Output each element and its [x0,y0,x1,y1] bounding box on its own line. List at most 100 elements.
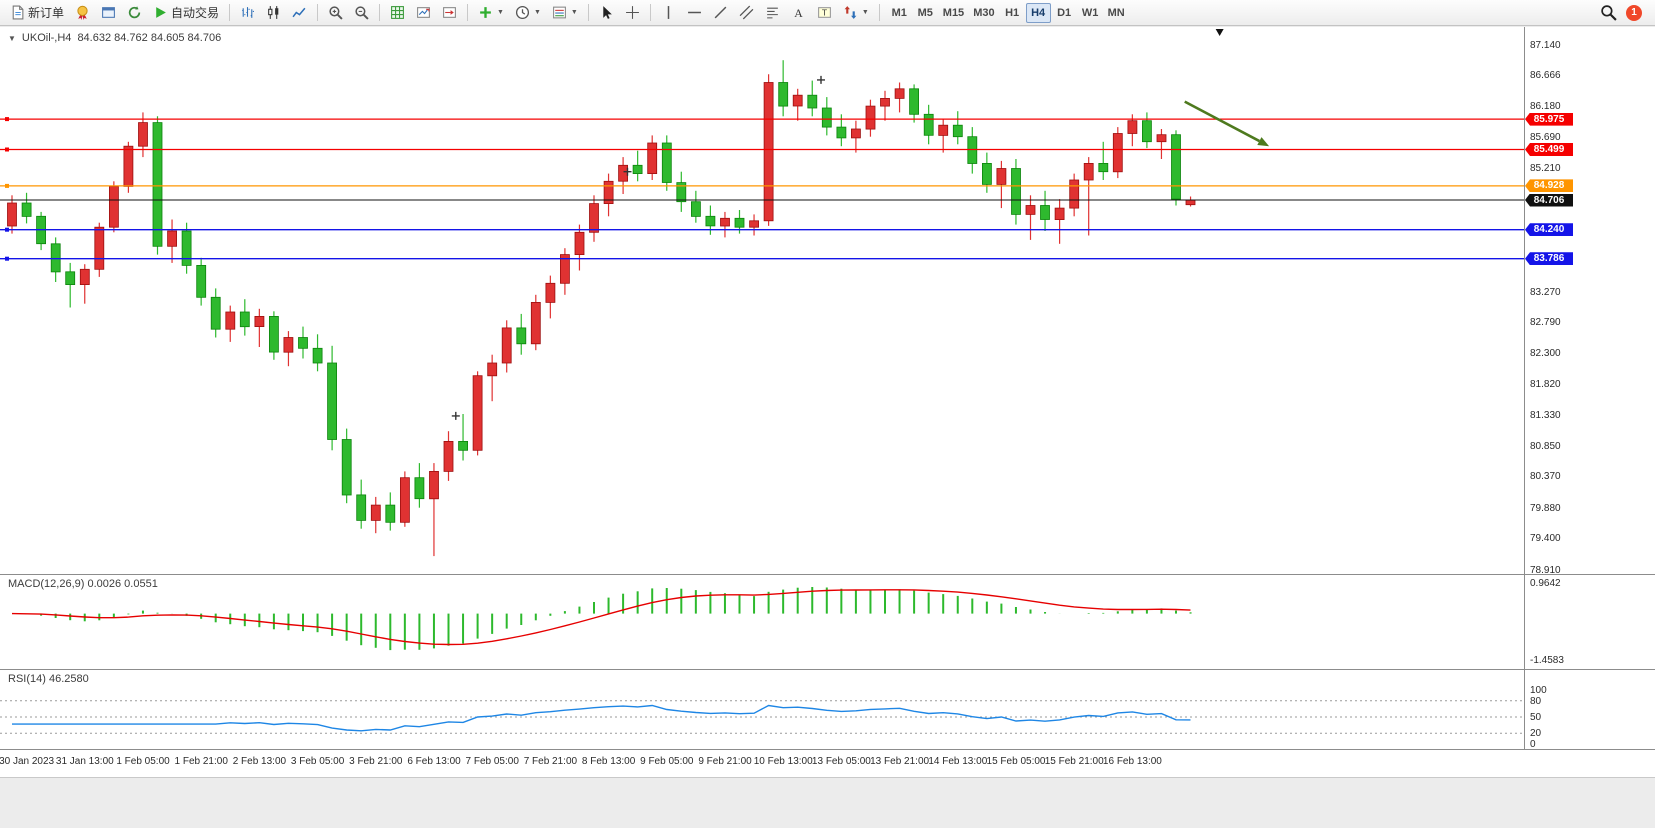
price-tick-label: 86.666 [1530,70,1561,82]
rsi-name: RSI(14) [8,673,46,685]
window-bottom-separator [0,777,1655,778]
chart-shift-icon [416,5,431,20]
time-axis-label: 16 Feb 13:00 [1102,756,1162,767]
zoom-out-icon [354,5,369,20]
rsi-scale-label: 20 [1530,728,1542,740]
rsi-scale-label: 80 [1530,695,1542,707]
price-tick-label: 79.400 [1530,533,1561,545]
time-axis-label: 8 Feb 13:00 [581,756,636,767]
horizontal-line-button[interactable] [682,2,707,24]
price-tick-label: 80.850 [1530,440,1561,452]
timeframe-d1-button[interactable]: D1 [1052,3,1077,23]
new-order-icon [10,5,25,20]
charts-button[interactable] [70,2,95,24]
add-indicator-button[interactable]: ▼ [473,2,509,24]
price-tick-label: 87.140 [1530,39,1561,51]
time-axis-label: 7 Feb 21:00 [523,756,578,767]
price-tick-label: 82.300 [1530,348,1561,360]
candlestick-button[interactable] [261,2,286,24]
time-axis-label: 3 Feb 05:00 [290,756,345,767]
price-tick-label: 80.370 [1530,471,1561,483]
new-order-label: 新订单 [28,6,65,20]
fibonacci-button[interactable] [760,2,785,24]
cursor-icon [599,5,614,20]
timeframe-m1-button[interactable]: M1 [887,3,912,23]
market-watch-icon [101,5,116,20]
chevron-down-icon: ▼ [533,9,541,16]
arrows-icon [843,5,858,20]
toolbar-separator [317,4,319,21]
trendline-icon [713,5,728,20]
auto-trading-button[interactable]: 自动交易 [148,2,224,24]
trendline-button[interactable] [708,2,733,24]
templates-button[interactable]: ▼ [547,2,583,24]
tile-windows-button[interactable] [385,2,410,24]
time-axis-label: 13 Feb 05:00 [811,756,871,767]
macd-pane-separator[interactable] [0,574,1655,575]
label-button[interactable]: T [812,2,837,24]
timeframe-mn-button[interactable]: MN [1104,3,1129,23]
crosshair-icon [625,5,640,20]
timeframe-h1-button[interactable]: H1 [1000,3,1025,23]
toolbar-separator [467,4,469,21]
zoom-out-button[interactable] [349,2,374,24]
notification-badge[interactable]: 1 [1626,4,1642,21]
time-axis-separator [0,749,1655,750]
periods-button[interactable]: ▼ [510,2,546,24]
price-tick-label: 81.330 [1530,410,1561,422]
time-axis-label: 1 Feb 21:00 [174,756,228,767]
templates-icon [552,5,567,20]
new-order-button[interactable]: 新订单 [5,2,69,24]
symbol-period-label: UKOil-,H4 [21,32,72,44]
chevron-down-icon: ▼ [497,9,504,16]
search-icon[interactable] [1600,4,1617,21]
line-chart-button[interactable] [287,2,312,24]
auto-scroll-button[interactable] [437,2,462,24]
price-tick-label: 83.270 [1530,286,1561,298]
time-axis-label: 30 Jan 2023 [0,756,55,767]
macd-indicator-pane[interactable] [0,575,1524,669]
fibonacci-icon [765,5,780,20]
chart-shift-button[interactable] [411,2,436,24]
timeframe-m30-button[interactable]: M30 [969,3,998,23]
chart-title: ▼ UKOil-,H4 84.632 84.762 84.605 84.706 [8,32,221,44]
text-button[interactable]: A [786,2,811,24]
time-axis-label: 6 Feb 13:00 [407,756,461,767]
collapse-icon[interactable]: ▼ [8,33,16,43]
cursor-button[interactable] [594,2,619,24]
text-icon: A [791,5,806,20]
time-axis-label: 9 Feb 21:00 [698,756,752,767]
arrows-button[interactable]: ▼ [838,2,874,24]
hline-price-tag: 84.240 [1525,223,1573,237]
rsi-label: RSI(14) 46.2580 [8,673,89,685]
crosshair-button[interactable] [620,2,645,24]
tile-windows-icon [390,5,405,20]
rsi-indicator-pane[interactable] [0,670,1524,749]
timeframe-toolbar: M1 M5 M15 M30 H1 H4 D1 W1 MN [887,2,1129,23]
price-tick-label: 82.790 [1530,317,1561,329]
svg-text:A: A [794,7,803,20]
bar-chart-button[interactable] [235,2,260,24]
time-axis-label: 13 Feb 21:00 [870,756,930,767]
bar-chart-icon [240,5,255,20]
zoom-in-button[interactable] [323,2,348,24]
label-icon: T [817,5,832,20]
refresh-button[interactable] [122,2,147,24]
rsi-pane-separator[interactable] [0,669,1655,670]
timeframe-h4-button[interactable]: H4 [1025,2,1051,23]
rsi-scale-label: 100 [1530,685,1547,696]
toolbar-separator [649,4,651,21]
rsi-scale-label: 0 [1530,739,1536,750]
timeframe-w1-button[interactable]: W1 [1078,3,1103,23]
timeframe-m15-button[interactable]: M15 [939,3,968,23]
horizontal-line-icon [687,5,702,20]
chart-background [0,27,1655,777]
main-price-chart[interactable] [0,27,1524,574]
market-watch-button[interactable] [96,2,121,24]
toolbar-separator [379,4,381,21]
vertical-line-button[interactable] [656,2,681,24]
channel-button[interactable] [734,2,759,24]
toolbar: 新订单 自动交易 ▼ ▼ ▼ A T ▼ [0,0,1655,26]
timeframe-m5-button[interactable]: M5 [913,3,938,23]
